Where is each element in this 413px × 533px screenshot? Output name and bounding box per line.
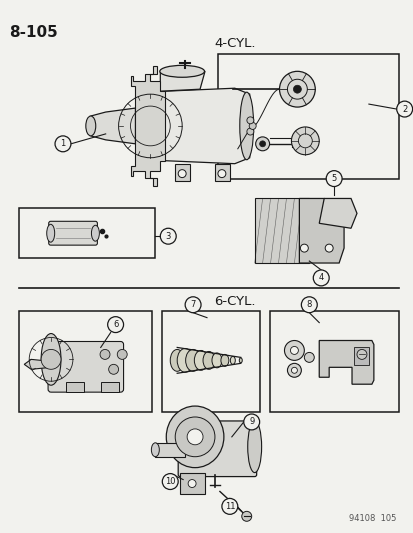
Circle shape xyxy=(313,270,328,286)
Circle shape xyxy=(259,141,265,147)
Polygon shape xyxy=(160,71,204,91)
Text: 94108  105: 94108 105 xyxy=(349,514,396,523)
Ellipse shape xyxy=(185,350,200,372)
Circle shape xyxy=(325,171,341,187)
Text: 11: 11 xyxy=(224,502,235,511)
Circle shape xyxy=(290,346,298,354)
Bar xyxy=(254,198,309,263)
Bar xyxy=(180,473,204,495)
Circle shape xyxy=(300,244,308,252)
Text: 4: 4 xyxy=(318,273,323,282)
Circle shape xyxy=(188,480,196,488)
Ellipse shape xyxy=(91,225,99,241)
Ellipse shape xyxy=(151,443,159,457)
Circle shape xyxy=(287,364,301,377)
Polygon shape xyxy=(318,198,356,228)
Circle shape xyxy=(241,511,251,521)
Text: 1: 1 xyxy=(60,139,65,148)
Circle shape xyxy=(100,350,110,359)
Text: 6-CYL.: 6-CYL. xyxy=(214,295,255,308)
Bar xyxy=(155,443,185,457)
Circle shape xyxy=(221,498,237,514)
FancyBboxPatch shape xyxy=(48,342,123,392)
Text: 5: 5 xyxy=(331,174,336,183)
Polygon shape xyxy=(165,88,249,164)
Polygon shape xyxy=(175,164,190,181)
Bar xyxy=(19,311,152,412)
Circle shape xyxy=(160,228,176,244)
FancyBboxPatch shape xyxy=(49,221,97,245)
Circle shape xyxy=(284,341,304,360)
Ellipse shape xyxy=(166,406,223,467)
Bar xyxy=(66,382,83,392)
Circle shape xyxy=(255,137,269,151)
Circle shape xyxy=(304,352,313,362)
Polygon shape xyxy=(130,66,165,185)
Bar xyxy=(162,311,259,412)
Ellipse shape xyxy=(247,421,261,473)
Ellipse shape xyxy=(85,116,95,136)
Circle shape xyxy=(301,297,316,313)
Circle shape xyxy=(185,297,201,313)
Text: 10: 10 xyxy=(165,477,175,486)
Circle shape xyxy=(178,169,186,177)
Text: 9: 9 xyxy=(249,417,254,426)
Polygon shape xyxy=(90,108,135,144)
Text: 4-CYL.: 4-CYL. xyxy=(214,37,255,50)
Polygon shape xyxy=(24,359,51,369)
Bar xyxy=(353,348,368,365)
Ellipse shape xyxy=(177,349,192,372)
Circle shape xyxy=(217,169,225,177)
Ellipse shape xyxy=(41,334,61,385)
Ellipse shape xyxy=(194,350,207,370)
Bar xyxy=(269,311,398,412)
Ellipse shape xyxy=(239,92,253,160)
Circle shape xyxy=(108,365,118,374)
Circle shape xyxy=(279,71,315,107)
Circle shape xyxy=(291,127,318,155)
Circle shape xyxy=(187,429,202,445)
Text: 3: 3 xyxy=(165,232,171,241)
Bar xyxy=(19,208,155,258)
Circle shape xyxy=(325,244,332,252)
Circle shape xyxy=(293,85,301,93)
Polygon shape xyxy=(299,198,343,263)
Circle shape xyxy=(107,317,123,333)
Circle shape xyxy=(117,350,127,359)
Circle shape xyxy=(55,136,71,152)
Ellipse shape xyxy=(239,358,242,363)
Text: 2: 2 xyxy=(401,104,406,114)
Circle shape xyxy=(246,128,253,135)
Text: 6: 6 xyxy=(113,320,118,329)
Circle shape xyxy=(396,101,412,117)
Circle shape xyxy=(175,417,214,457)
Circle shape xyxy=(41,350,61,369)
Ellipse shape xyxy=(211,353,221,368)
Text: 8: 8 xyxy=(306,300,311,309)
Circle shape xyxy=(249,123,256,130)
Circle shape xyxy=(291,367,297,373)
Ellipse shape xyxy=(170,350,184,372)
Ellipse shape xyxy=(221,354,228,366)
Polygon shape xyxy=(318,341,373,384)
Bar xyxy=(217,54,398,179)
Ellipse shape xyxy=(202,351,214,369)
Ellipse shape xyxy=(47,224,55,242)
Polygon shape xyxy=(214,164,229,181)
Circle shape xyxy=(243,414,259,430)
Ellipse shape xyxy=(159,66,204,77)
Circle shape xyxy=(356,350,366,359)
Text: 7: 7 xyxy=(190,300,195,309)
FancyBboxPatch shape xyxy=(178,421,256,477)
Ellipse shape xyxy=(230,357,235,365)
Bar xyxy=(100,382,118,392)
Text: 8-105: 8-105 xyxy=(9,25,58,39)
Circle shape xyxy=(162,474,178,489)
Circle shape xyxy=(246,117,253,124)
